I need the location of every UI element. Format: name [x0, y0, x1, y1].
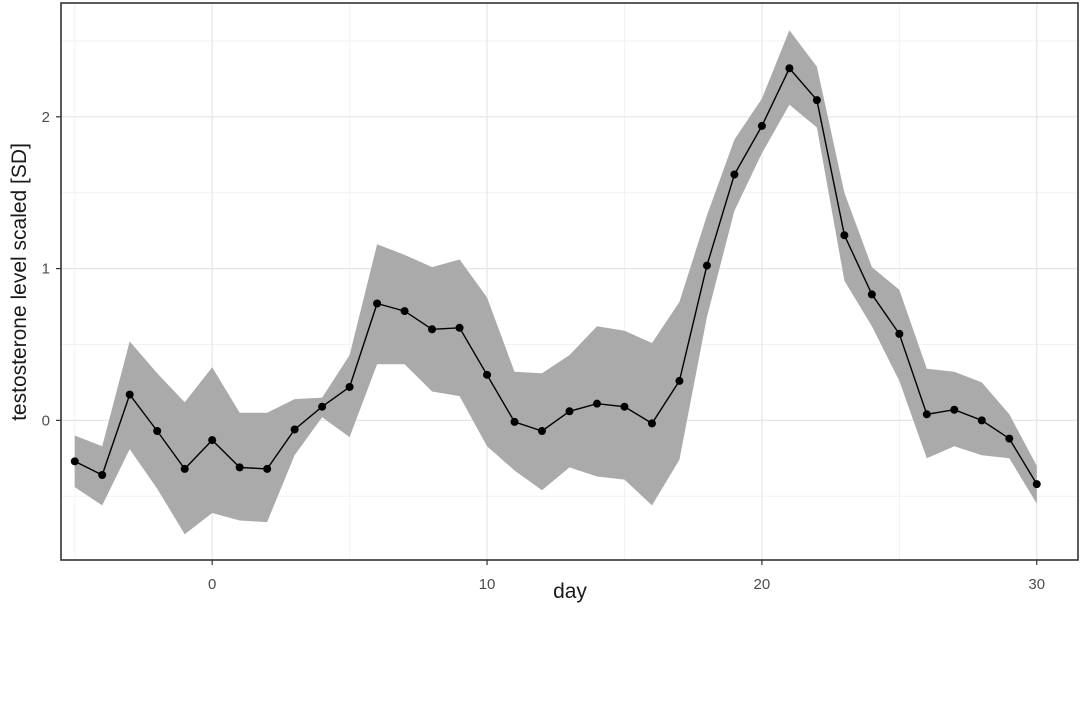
series-line [74, 67, 1038, 485]
data-point [455, 323, 464, 332]
data-point [977, 416, 986, 425]
y-tick-label: 2 [42, 109, 50, 126]
data-point [785, 64, 794, 73]
x-tick-label: 20 [754, 576, 771, 593]
data-points [70, 64, 1041, 489]
data-point [290, 425, 299, 434]
x-axis-title: day [553, 580, 587, 603]
data-point [70, 457, 79, 466]
data-point [730, 170, 739, 179]
plot-panel-border [60, 2, 1079, 561]
x-axis-ticks: 0 10 20 30 [208, 560, 1045, 593]
grid-major [61, 3, 1078, 560]
data-point [867, 290, 876, 299]
data-point [812, 96, 821, 105]
data-point [840, 231, 849, 240]
data-point [373, 299, 382, 308]
data-point [565, 407, 574, 416]
data-point [263, 464, 272, 473]
data-point [153, 426, 162, 435]
data-point [510, 417, 519, 426]
data-point [647, 419, 656, 428]
data-point [702, 261, 711, 270]
data-point [538, 426, 547, 435]
x-tick-label: 10 [479, 576, 496, 593]
x-tick-label: 0 [208, 576, 216, 593]
data-point [1032, 480, 1041, 489]
data-point [757, 121, 766, 130]
data-point [400, 307, 409, 316]
x-tick-label: 30 [1028, 576, 1045, 593]
data-point [235, 463, 244, 472]
data-point [675, 376, 684, 385]
data-point [620, 402, 629, 411]
data-point [345, 382, 354, 391]
y-axis-title: testosterone level scaled [SD] [8, 143, 31, 421]
data-point [950, 405, 959, 414]
data-point [180, 464, 189, 473]
data-point [208, 436, 217, 445]
data-point [318, 402, 327, 411]
data-point [895, 329, 904, 338]
data-point [922, 410, 931, 419]
data-point [125, 390, 134, 399]
data-point [592, 399, 601, 408]
confidence-ribbon [74, 30, 1037, 535]
data-point [1005, 434, 1014, 443]
data-point [483, 370, 492, 379]
y-axis-ticks: 0 1 2 [42, 109, 61, 429]
data-point [98, 471, 107, 480]
y-tick-label: 1 [42, 261, 50, 278]
y-tick-label: 0 [42, 412, 50, 429]
data-point [428, 325, 437, 334]
